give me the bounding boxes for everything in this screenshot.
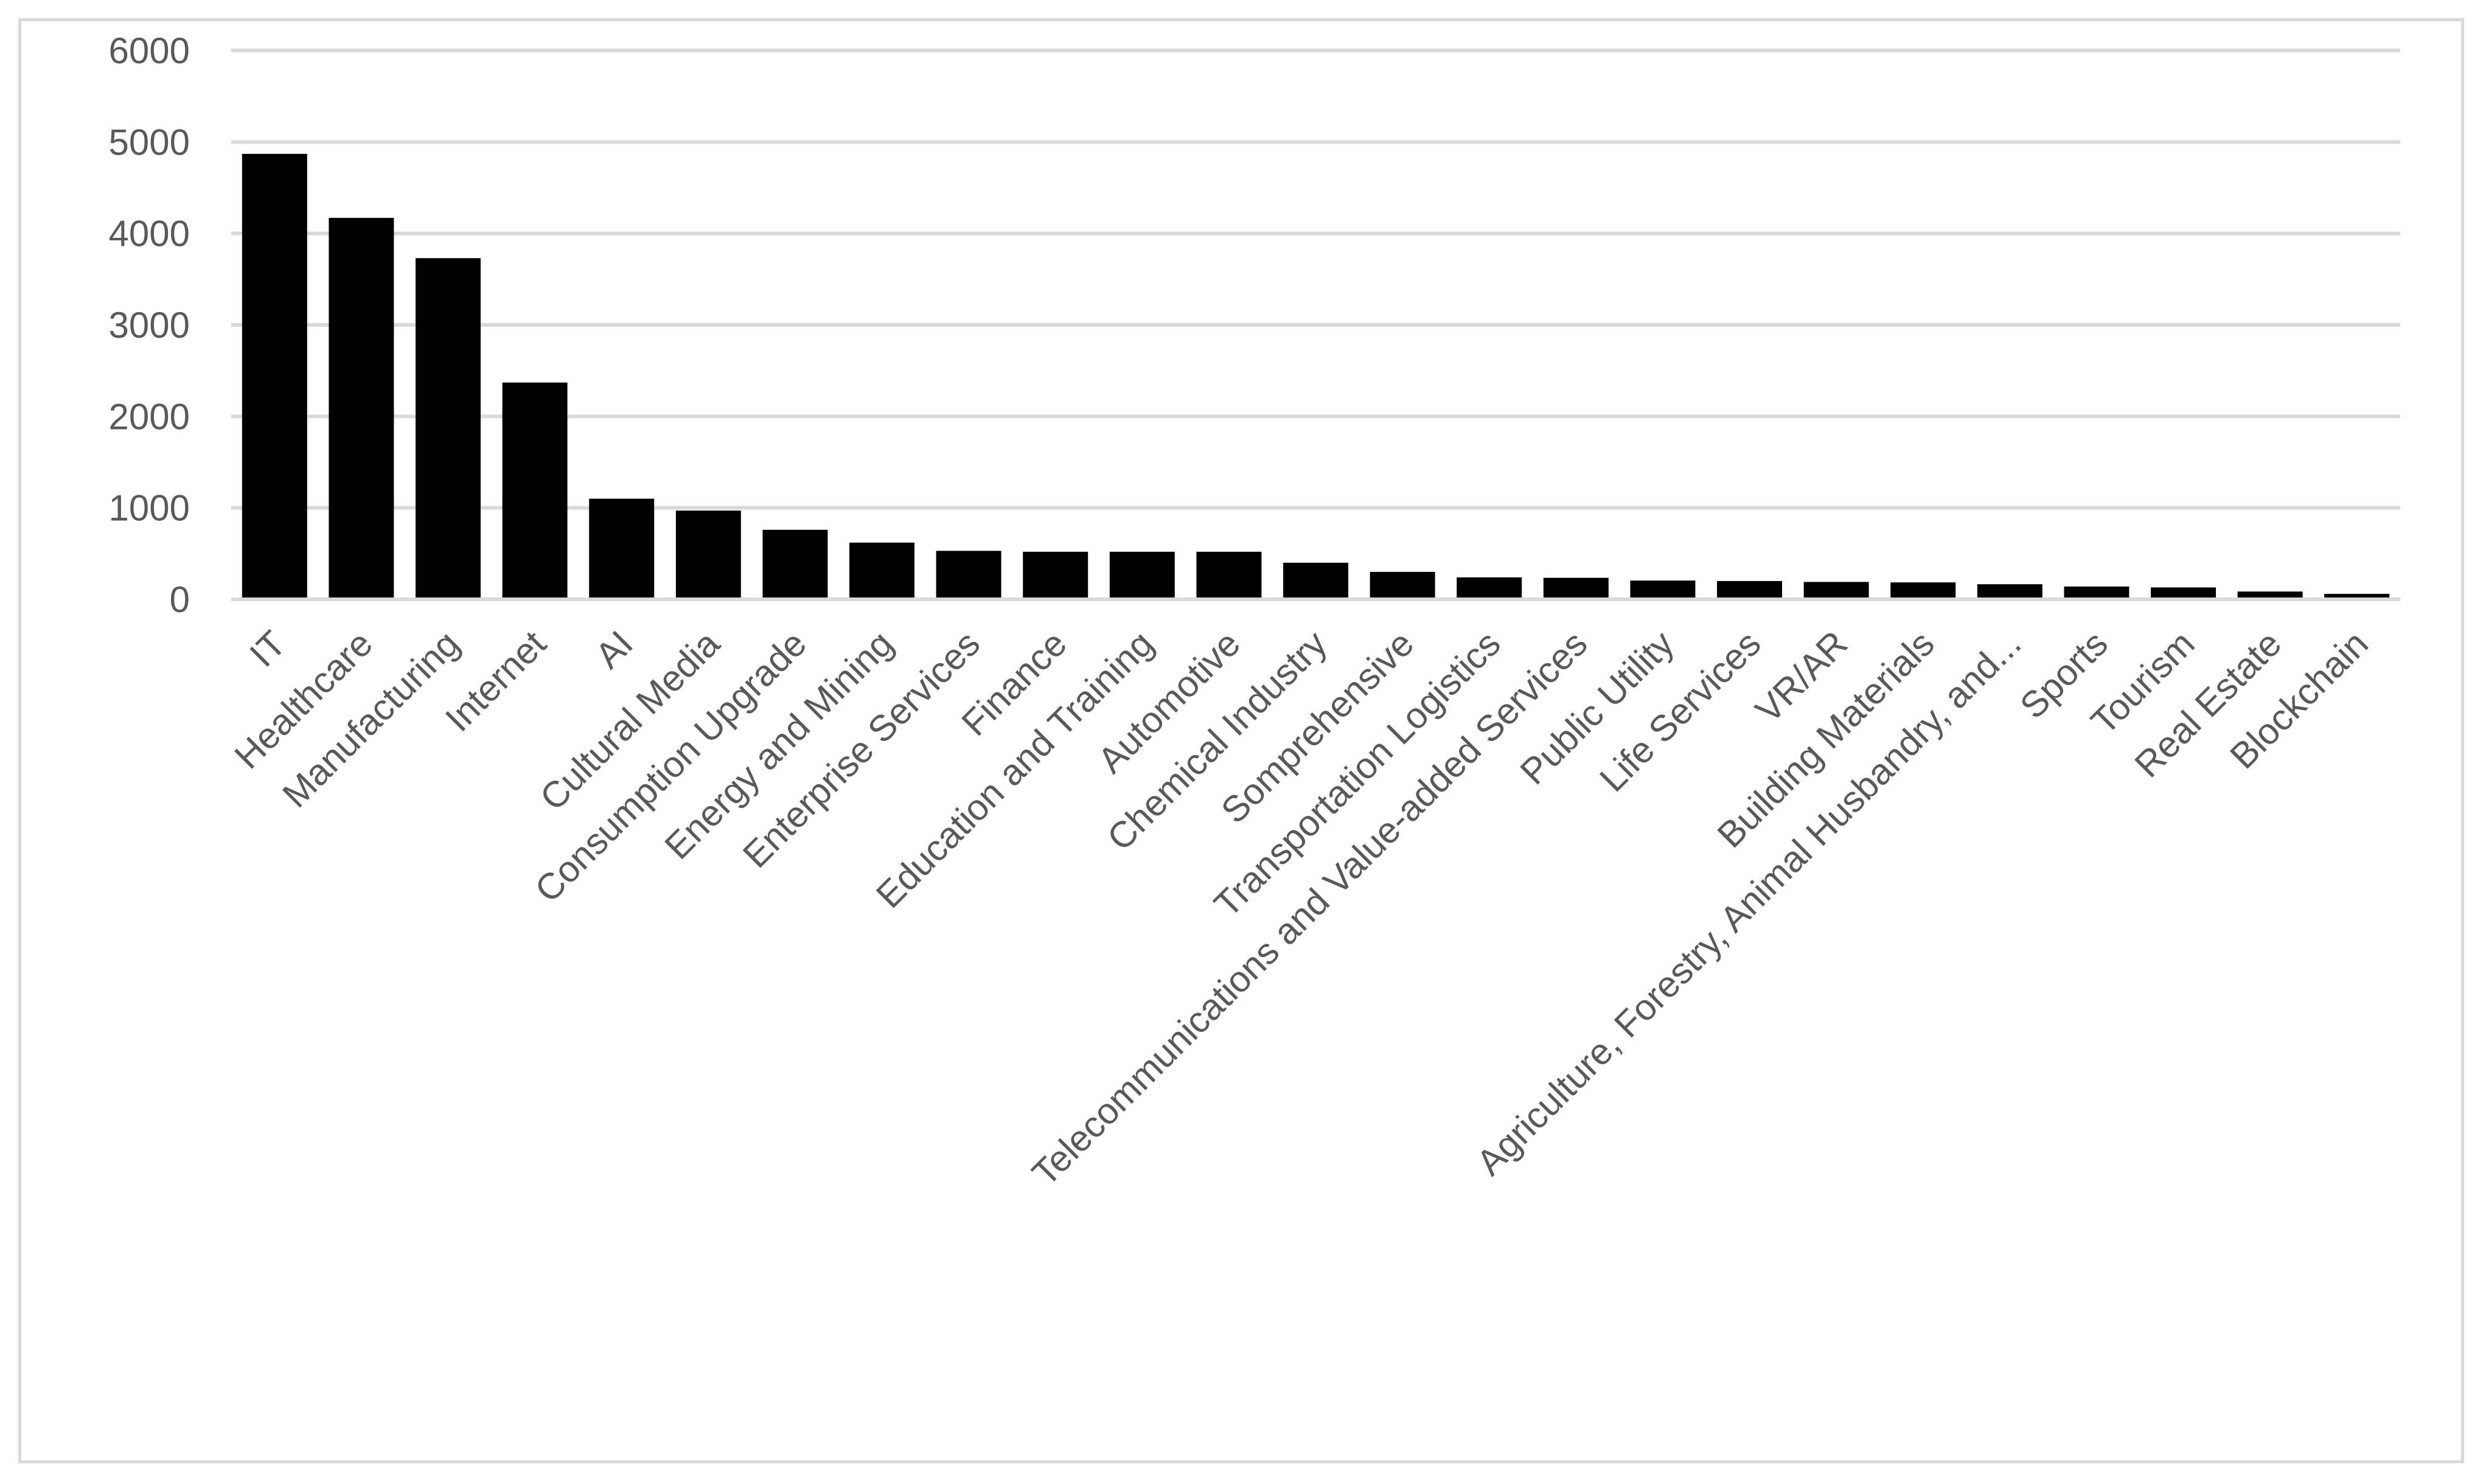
bar bbox=[2324, 593, 2390, 599]
bar bbox=[1717, 580, 1782, 599]
bar bbox=[1283, 562, 1348, 599]
y-tick-label: 3000 bbox=[109, 305, 190, 346]
x-tick-label: Agriculture, Forestry, Animal Husbandry,… bbox=[1469, 623, 2029, 1183]
y-tick-label: 0 bbox=[170, 579, 190, 620]
bars bbox=[242, 153, 2390, 599]
bar bbox=[1370, 571, 1435, 599]
bar bbox=[1630, 580, 1696, 599]
bar bbox=[242, 153, 307, 599]
y-tick-label: 6000 bbox=[109, 30, 190, 71]
bar bbox=[589, 498, 655, 599]
bar bbox=[1023, 551, 1088, 599]
y-axis-ticks: 0 1000 2000 3000 4000 5000 6000 bbox=[109, 30, 190, 620]
x-tick-label: AI bbox=[587, 623, 640, 676]
bar bbox=[416, 258, 481, 599]
bar bbox=[1977, 584, 2042, 599]
bar bbox=[1196, 551, 1262, 599]
bar bbox=[762, 529, 828, 599]
y-tick-label: 2000 bbox=[109, 396, 190, 437]
bar bbox=[2237, 591, 2303, 599]
bar bbox=[329, 218, 394, 599]
bar bbox=[2064, 586, 2130, 599]
bar bbox=[1543, 577, 1609, 599]
bar bbox=[2151, 587, 2216, 599]
bar bbox=[936, 551, 1001, 599]
bar bbox=[1803, 582, 1869, 599]
y-tick-label: 4000 bbox=[109, 214, 190, 254]
y-tick-label: 1000 bbox=[109, 488, 190, 529]
y-tick-label: 5000 bbox=[109, 122, 190, 162]
x-tick-label: IT bbox=[242, 623, 293, 675]
bar bbox=[1109, 551, 1175, 599]
bar bbox=[502, 382, 568, 599]
bar bbox=[1890, 582, 1956, 599]
bar bbox=[675, 510, 741, 599]
bar bbox=[1457, 577, 1522, 599]
bar bbox=[849, 542, 914, 599]
